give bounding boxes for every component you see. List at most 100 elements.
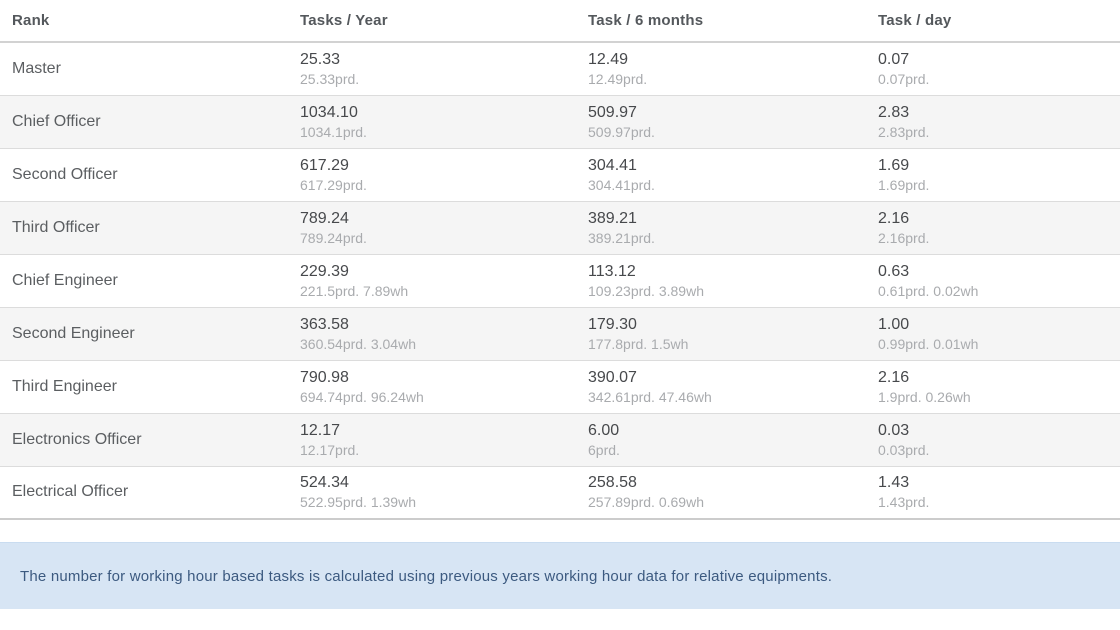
tasks-year-cell: 790.98 694.74prd. 96.24wh xyxy=(300,360,588,413)
tasks-year-value: 229.39 xyxy=(300,262,349,280)
task-day-cell: 1.43 1.43prd. xyxy=(878,466,1120,519)
rank-tasks-table: Rank Tasks / Year Task / 6 months Task /… xyxy=(0,0,1120,520)
task-day-detail: 0.07prd. xyxy=(878,70,930,87)
task-day-cell: 2.16 1.9prd. 0.26wh xyxy=(878,360,1120,413)
task-6-months-detail: 509.97prd. xyxy=(588,123,655,140)
tasks-year-detail: 1034.1prd. xyxy=(300,123,367,140)
task-day-detail: 0.61prd. 0.02wh xyxy=(878,282,979,299)
table-row: Third Officer 789.24 789.24prd. 389.21 3… xyxy=(0,201,1120,254)
task-6-months-value: 12.49 xyxy=(588,50,629,68)
task-6-months-cell: 6.00 6prd. xyxy=(588,413,878,466)
task-6-months-value: 389.21 xyxy=(588,209,637,227)
task-6-months-cell: 389.21 389.21prd. xyxy=(588,201,878,254)
info-note-text: The number for working hour based tasks … xyxy=(20,567,833,585)
tasks-year-value: 363.58 xyxy=(300,315,349,333)
rank-cell: Third Engineer xyxy=(0,360,300,413)
task-day-detail: 0.99prd. 0.01wh xyxy=(878,335,979,352)
tasks-year-detail: 617.29prd. xyxy=(300,176,367,193)
task-day-cell: 2.83 2.83prd. xyxy=(878,95,1120,148)
task-day-value: 0.63 xyxy=(878,262,910,280)
task-6-months-value: 179.30 xyxy=(588,315,637,333)
tasks-year-cell: 1034.10 1034.1prd. xyxy=(300,95,588,148)
task-6-months-detail: 12.49prd. xyxy=(588,70,648,87)
task-day-value: 0.03 xyxy=(878,421,910,439)
rank-cell: Electrical Officer xyxy=(0,466,300,519)
task-day-value: 2.83 xyxy=(878,103,910,121)
tasks-year-detail: 25.33prd. xyxy=(300,70,360,87)
task-6-months-detail: 342.61prd. 47.46wh xyxy=(588,388,712,405)
tasks-year-value: 790.98 xyxy=(300,368,349,386)
rank-cell: Second Officer xyxy=(0,148,300,201)
task-day-value: 0.07 xyxy=(878,50,910,68)
task-day-cell: 0.63 0.61prd. 0.02wh xyxy=(878,254,1120,307)
table-row: Third Engineer 790.98 694.74prd. 96.24wh… xyxy=(0,360,1120,413)
rank-label: Electronics Officer xyxy=(12,430,142,448)
task-day-detail: 1.43prd. xyxy=(878,494,930,511)
tasks-year-value: 1034.10 xyxy=(300,103,358,121)
task-day-detail: 2.83prd. xyxy=(878,123,930,140)
task-6-months-value: 304.41 xyxy=(588,156,637,174)
rank-cell: Second Engineer xyxy=(0,307,300,360)
tasks-year-detail: 360.54prd. 3.04wh xyxy=(300,335,416,352)
task-6-months-value: 390.07 xyxy=(588,368,637,386)
rank-label: Electrical Officer xyxy=(12,483,129,501)
task-6-months-value: 258.58 xyxy=(588,474,637,492)
rank-cell: Chief Officer xyxy=(0,95,300,148)
table-header: Rank Tasks / Year Task / 6 months Task /… xyxy=(0,0,1120,43)
rank-label: Third Engineer xyxy=(12,377,117,395)
task-6-months-detail: 257.89prd. 0.69wh xyxy=(588,494,704,511)
task-6-months-value: 113.12 xyxy=(588,262,636,280)
task-6-months-cell: 12.49 12.49prd. xyxy=(588,42,878,95)
column-header-task-day: Task / day xyxy=(878,0,1120,43)
tasks-year-detail: 12.17prd. xyxy=(300,441,360,458)
column-header-rank: Rank xyxy=(0,0,300,43)
rank-label: Master xyxy=(12,59,61,77)
rank-cell: Third Officer xyxy=(0,201,300,254)
task-day-cell: 2.16 2.16prd. xyxy=(878,201,1120,254)
table-row: Electrical Officer 524.34 522.95prd. 1.3… xyxy=(0,466,1120,519)
task-day-cell: 1.69 1.69prd. xyxy=(878,148,1120,201)
rank-label: Chief Officer xyxy=(12,112,101,130)
task-day-value: 1.69 xyxy=(878,156,910,174)
table-row: Electronics Officer 12.17 12.17prd. 6.00… xyxy=(0,413,1120,466)
task-6-months-detail: 6prd. xyxy=(588,441,620,458)
tasks-year-cell: 229.39 221.5prd. 7.89wh xyxy=(300,254,588,307)
table-row: Chief Engineer 229.39 221.5prd. 7.89wh 1… xyxy=(0,254,1120,307)
task-6-months-detail: 389.21prd. xyxy=(588,229,655,246)
rank-cell: Master xyxy=(0,42,300,95)
task-6-months-detail: 177.8prd. 1.5wh xyxy=(588,335,689,352)
table-row: Second Officer 617.29 617.29prd. 304.41 … xyxy=(0,148,1120,201)
task-6-months-cell: 304.41 304.41prd. xyxy=(588,148,878,201)
task-6-months-cell: 258.58 257.89prd. 0.69wh xyxy=(588,466,878,519)
task-day-cell: 0.03 0.03prd. xyxy=(878,413,1120,466)
tasks-year-cell: 789.24 789.24prd. xyxy=(300,201,588,254)
header-row: Rank Tasks / Year Task / 6 months Task /… xyxy=(0,0,1120,43)
column-header-tasks-year: Tasks / Year xyxy=(300,0,588,43)
task-day-value: 1.43 xyxy=(878,474,910,492)
task-6-months-cell: 179.30 177.8prd. 1.5wh xyxy=(588,307,878,360)
rank-cell: Electronics Officer xyxy=(0,413,300,466)
rank-label: Second Engineer xyxy=(12,324,135,342)
rank-cell: Chief Engineer xyxy=(0,254,300,307)
tasks-year-detail: 221.5prd. 7.89wh xyxy=(300,282,409,299)
task-day-detail: 2.16prd. xyxy=(878,229,930,246)
tasks-year-cell: 363.58 360.54prd. 3.04wh xyxy=(300,307,588,360)
info-note: The number for working hour based tasks … xyxy=(0,542,1120,609)
table-row: Chief Officer 1034.10 1034.1prd. 509.97 … xyxy=(0,95,1120,148)
rank-label: Second Officer xyxy=(12,165,118,183)
task-6-months-detail: 109.23prd. 3.89wh xyxy=(588,282,704,299)
rank-label: Third Officer xyxy=(12,218,100,236)
tasks-year-value: 25.33 xyxy=(300,50,341,68)
task-6-months-value: 509.97 xyxy=(588,103,637,121)
tasks-year-cell: 25.33 25.33prd. xyxy=(300,42,588,95)
task-day-value: 1.00 xyxy=(878,315,910,333)
tasks-year-detail: 789.24prd. xyxy=(300,229,367,246)
tasks-year-value: 524.34 xyxy=(300,474,349,492)
table-body: Master 25.33 25.33prd. 12.49 12.49prd. 0… xyxy=(0,42,1120,519)
task-day-cell: 0.07 0.07prd. xyxy=(878,42,1120,95)
table-row: Second Engineer 363.58 360.54prd. 3.04wh… xyxy=(0,307,1120,360)
task-day-detail: 1.69prd. xyxy=(878,176,930,193)
tasks-year-cell: 524.34 522.95prd. 1.39wh xyxy=(300,466,588,519)
tasks-year-cell: 617.29 617.29prd. xyxy=(300,148,588,201)
task-6-months-detail: 304.41prd. xyxy=(588,176,655,193)
